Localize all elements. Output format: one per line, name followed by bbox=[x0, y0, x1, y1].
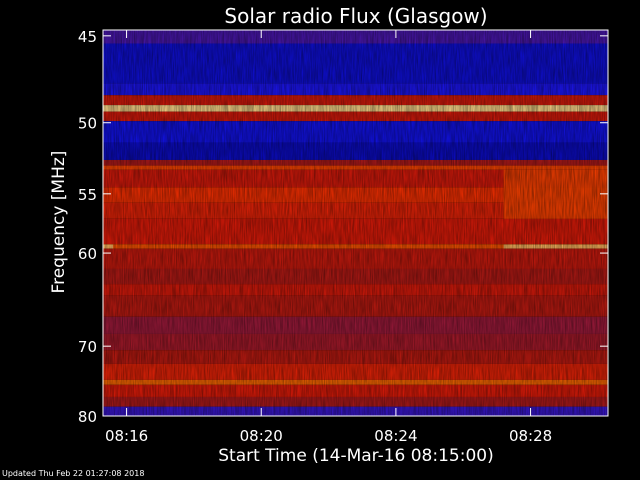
x-axis-label: Start Time (14-Mar-16 08:15:00) bbox=[218, 446, 493, 466]
y-tick-label: 80 bbox=[78, 408, 97, 426]
y-tick-label: 60 bbox=[78, 245, 97, 263]
y-tick-label: 70 bbox=[78, 338, 97, 356]
texture-overlay bbox=[103, 30, 608, 416]
y-axis: 45 50 55 60 70 80 bbox=[78, 28, 608, 426]
y-tick-label: 45 bbox=[78, 28, 97, 46]
x-tick-label: 08:16 bbox=[105, 427, 148, 445]
updated-timestamp: Updated Thu Feb 22 01:27:08 2018 bbox=[2, 469, 145, 478]
x-axis: 08:16 08:20 08:24 08:28 bbox=[105, 30, 552, 445]
chart-title: Solar radio Flux (Glasgow) bbox=[224, 4, 487, 28]
y-tick-label: 55 bbox=[78, 186, 97, 204]
y-tick-label: 50 bbox=[78, 115, 97, 133]
plot-frame bbox=[102, 29, 609, 417]
y-axis-label: Frequency [MHz] bbox=[49, 151, 69, 294]
plot-area bbox=[103, 30, 608, 416]
x-tick-label: 08:24 bbox=[374, 427, 417, 445]
x-tick-label: 08:20 bbox=[240, 427, 283, 445]
x-tick-label: 08:28 bbox=[509, 427, 552, 445]
